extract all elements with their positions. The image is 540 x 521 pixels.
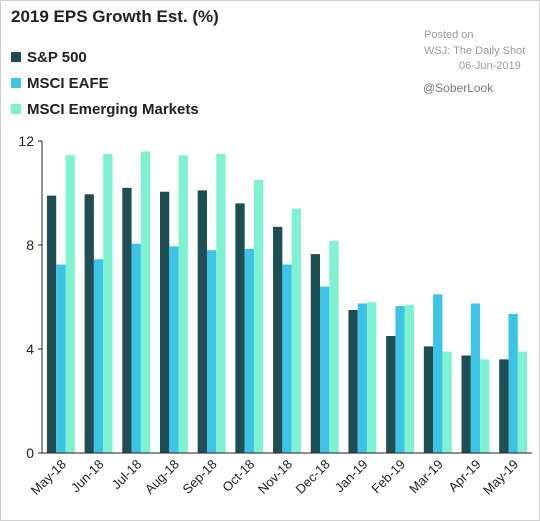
- bar-em: [178, 155, 188, 454]
- bar-eafe: [169, 246, 179, 453]
- bar-em: [367, 302, 377, 453]
- bar-sp500: [122, 187, 132, 454]
- bar-eafe: [131, 243, 141, 453]
- bar-eafe: [320, 286, 330, 453]
- bar-em: [140, 151, 151, 453]
- x-tick-label: Aug-18: [142, 457, 182, 497]
- bar-sp500: [423, 346, 434, 453]
- bar-eafe: [93, 259, 104, 453]
- legend-swatch-em: [11, 104, 21, 114]
- bar-sp500: [159, 191, 170, 453]
- x-tick-label: Sep-18: [179, 457, 219, 497]
- bar-eafe: [470, 303, 481, 453]
- source-date: 06-Jun-2019: [459, 60, 521, 72]
- bar-em: [329, 241, 339, 453]
- x-tick-label: Oct-18: [219, 457, 257, 495]
- legend-item-eafe: MSCI EAFE: [11, 70, 199, 96]
- x-tick-label: May-19: [480, 457, 521, 498]
- bar-sp500: [310, 254, 321, 453]
- bar-eafe: [206, 250, 217, 453]
- legend-label-em: MSCI Emerging Markets: [27, 100, 199, 118]
- source-posted: Posted on: [424, 29, 474, 41]
- bar-sp500: [273, 226, 283, 453]
- x-tick-label: Nov-18: [255, 457, 295, 497]
- chart-title: 2019 EPS Growth Est. (%): [11, 7, 219, 26]
- x-tick-label: Jul-18: [109, 457, 145, 493]
- bar-em: [65, 155, 75, 454]
- bar-sp500: [499, 359, 509, 453]
- legend-item-em: MSCI Emerging Markets: [11, 96, 199, 122]
- bar-sp500: [348, 310, 358, 453]
- y-tick-label: 0: [26, 445, 34, 461]
- bar-eafe: [395, 306, 405, 453]
- y-tick-label: 8: [26, 237, 34, 253]
- bar-em: [291, 208, 301, 453]
- bar-eafe: [56, 264, 66, 453]
- x-tick-label: Jun-18: [68, 457, 107, 496]
- legend-swatch-sp500: [11, 52, 21, 62]
- bar-em: [480, 359, 490, 453]
- source-credit: @SoberLook: [423, 81, 494, 95]
- bar-sp500: [84, 194, 94, 454]
- x-tick-label: Apr-19: [445, 457, 483, 495]
- bar-sp500: [46, 195, 57, 453]
- source-outlet: WSJ: The Daily Shot: [424, 45, 526, 57]
- bar-sp500: [386, 336, 396, 453]
- bar-eafe: [357, 303, 368, 453]
- x-tick-label: Mar-19: [406, 457, 446, 497]
- bar-sp500: [235, 203, 245, 453]
- bar-em: [404, 304, 415, 453]
- bar-eafe: [282, 264, 292, 453]
- x-tick-label: Jan-19: [332, 457, 371, 496]
- x-tick-label: May-18: [28, 457, 69, 498]
- bar-em: [253, 180, 264, 453]
- y-tick-label: 4: [26, 341, 34, 357]
- bar-eafe: [244, 248, 254, 453]
- legend-item-sp500: S&P 500: [11, 44, 199, 70]
- legend: S&P 500 MSCI EAFE MSCI Emerging Markets: [11, 44, 199, 122]
- bar-em: [216, 154, 226, 453]
- bar-em: [442, 351, 452, 453]
- bar-em: [103, 154, 113, 453]
- x-tick-label: Dec-18: [293, 457, 333, 497]
- legend-label-eafe: MSCI EAFE: [27, 74, 109, 92]
- y-tick-label: 12: [18, 133, 34, 149]
- legend-swatch-eafe: [11, 78, 21, 88]
- x-tick-label: Feb-19: [368, 457, 408, 497]
- bar-sp500: [197, 190, 207, 453]
- legend-label-sp500: S&P 500: [27, 48, 87, 66]
- bar-eafe: [508, 313, 518, 453]
- bar-em: [517, 351, 528, 453]
- bar-eafe: [433, 294, 443, 453]
- bar-sp500: [461, 355, 471, 453]
